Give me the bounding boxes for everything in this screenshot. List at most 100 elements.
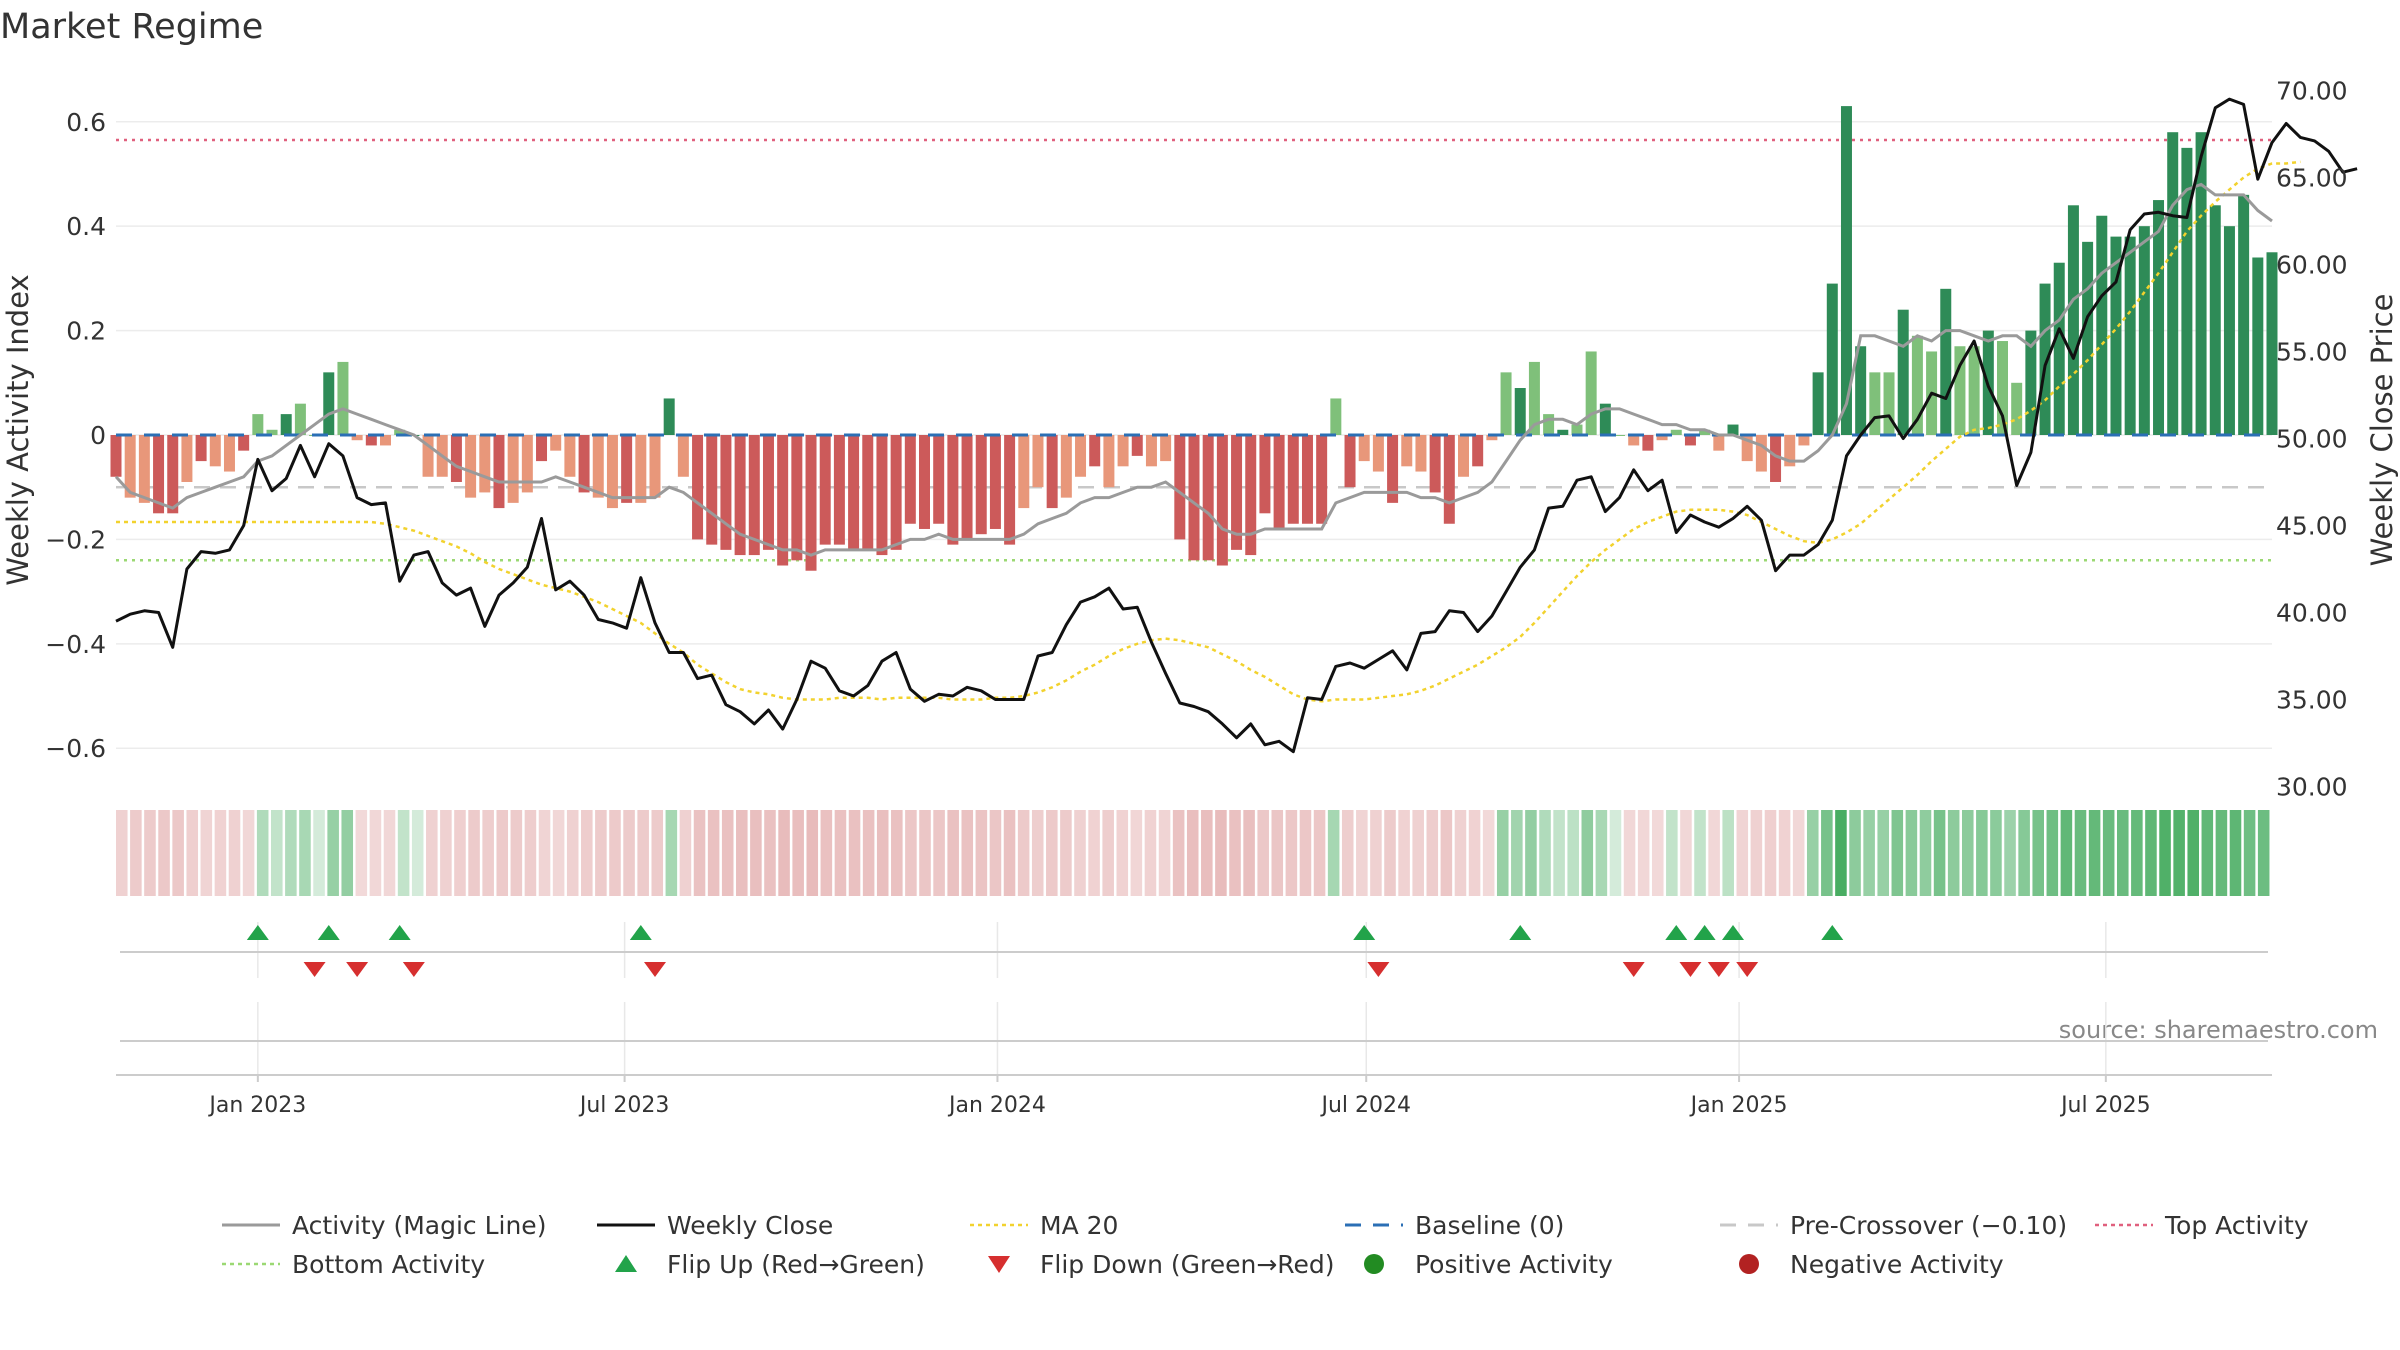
legend-item: Negative Activity	[1739, 1250, 2004, 1279]
activity-bar	[1245, 435, 1257, 556]
activity-bar	[1145, 435, 1157, 467]
activity-bar	[1514, 388, 1526, 435]
activity-bar	[1557, 429, 1569, 435]
regime-cell	[1370, 810, 1382, 896]
flip-up-marker	[317, 925, 340, 940]
activity-bar	[635, 435, 647, 503]
activity-magic-line	[114, 182, 2273, 557]
regime-cell	[2257, 810, 2270, 896]
activity-bar	[1004, 435, 1016, 545]
regime-cell	[1468, 810, 1481, 896]
y-left-tick-label: 0.2	[66, 317, 106, 346]
regime-cell	[1327, 810, 1340, 896]
regime-cell	[172, 810, 184, 896]
regime-cell	[158, 810, 170, 896]
regime-cell	[271, 810, 283, 896]
regime-cell	[623, 810, 635, 896]
activity-bar	[2223, 226, 2235, 435]
regime-cell	[1736, 810, 1749, 896]
activity-bar	[479, 435, 491, 493]
activity-bar	[734, 435, 746, 556]
regime-cell	[1539, 810, 1551, 896]
regime-cell	[1835, 810, 1847, 896]
activity-bar	[1784, 435, 1796, 467]
regime-cell	[1708, 810, 1720, 896]
regime-cell	[1046, 810, 1058, 896]
activity-bar	[933, 435, 945, 524]
regime-cell	[1764, 810, 1777, 896]
activity-bar	[564, 435, 576, 477]
activity-bar	[195, 435, 207, 462]
y-right-tick-label: 60.00	[2276, 250, 2348, 279]
y-right-tick-label: 50.00	[2276, 424, 2348, 453]
activity-bar	[1826, 283, 1838, 435]
regime-cell	[1961, 810, 1974, 896]
regime-cell	[581, 810, 593, 896]
flip-up-marker	[246, 925, 269, 940]
activity-bar	[1174, 435, 1186, 540]
regime-cell	[1229, 810, 1241, 896]
regime-cell	[905, 810, 917, 896]
activity-bar	[2039, 283, 2051, 435]
regime-cell	[651, 810, 664, 896]
activity-bar	[1131, 435, 1143, 456]
activity-bar	[805, 435, 817, 571]
legend-label: Positive Activity	[1415, 1250, 1613, 1279]
activity-bar	[904, 435, 916, 524]
legend-item: Bottom Activity	[222, 1250, 485, 1279]
chart-title: Market Regime	[0, 7, 263, 47]
activity-bar	[961, 435, 973, 540]
regime-cell	[2060, 810, 2073, 896]
activity-bar	[1741, 435, 1753, 462]
regime-cell	[1891, 810, 1904, 896]
activity-bar	[1684, 435, 1696, 446]
regime-cell	[2018, 810, 2030, 896]
flip-up-marker	[1509, 925, 1532, 940]
regime-cell	[1313, 810, 1326, 896]
regime-cell	[806, 810, 819, 896]
regime-cell	[1581, 810, 1594, 896]
legend-label: Bottom Activity	[292, 1250, 485, 1279]
regime-cell	[1778, 810, 1791, 896]
regime-cell	[1609, 810, 1622, 896]
activity-bar	[1755, 435, 1767, 472]
regime-cell	[1130, 810, 1143, 896]
activity-bar	[2124, 236, 2136, 435]
flip-up-marker	[629, 925, 652, 940]
flip-up-marker	[1693, 925, 1716, 940]
flip-up-marker	[1353, 925, 1376, 940]
regime-cell	[764, 810, 776, 896]
regime-cell	[130, 810, 142, 896]
activity-bar	[450, 435, 462, 482]
activity-bar	[989, 435, 1001, 529]
activity-bar	[1344, 435, 1356, 488]
regime-cell	[1990, 810, 2002, 896]
regime-cell	[397, 810, 410, 896]
flip-down-marker	[402, 962, 425, 977]
regime-cell	[1482, 810, 1495, 896]
regime-cell	[341, 810, 354, 896]
regime-cell	[1849, 810, 1861, 896]
regime-cell	[2102, 810, 2115, 896]
x-tick-label: Jan 2023	[207, 1093, 306, 1118]
x-tick-label: Jul 2025	[2059, 1093, 2151, 1118]
activity-bar	[748, 435, 760, 556]
regime-cell	[721, 810, 734, 896]
regime-cell	[1412, 810, 1424, 896]
legend-item: Flip Down (Green→Red)	[988, 1250, 1335, 1279]
regime-cell	[1595, 810, 1608, 896]
regime-cell	[1680, 810, 1692, 896]
regime-cell	[2074, 810, 2087, 896]
activity-bar	[975, 435, 987, 535]
y-left-tick-label: −0.4	[45, 630, 106, 659]
activity-bar	[422, 435, 434, 477]
regime-cell	[1567, 810, 1579, 896]
regime-cell	[792, 810, 804, 896]
activity-bar	[2266, 252, 2278, 435]
regime-cell	[679, 810, 692, 896]
activity-bar	[1656, 435, 1668, 441]
regime-cell	[1398, 810, 1410, 896]
activity-bar	[153, 435, 165, 514]
regime-cell	[862, 810, 875, 896]
